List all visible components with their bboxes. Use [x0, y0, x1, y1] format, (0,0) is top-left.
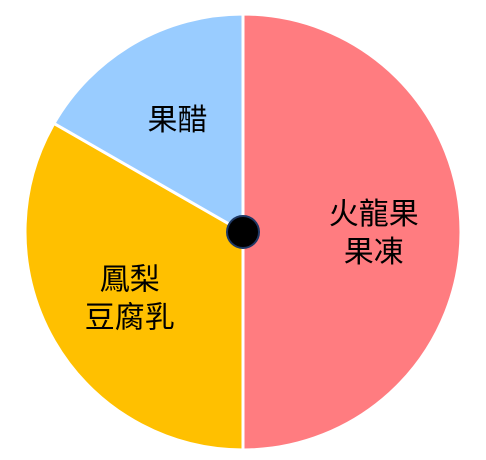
- pie-slice: [23, 121, 245, 452]
- slice-label: 果醋: [147, 103, 207, 138]
- pie-slices: [23, 12, 463, 452]
- slice-label-line: 果醋: [147, 103, 207, 138]
- pie-slice: [241, 12, 463, 452]
- pie-slice: [52, 12, 245, 234]
- slice-label: 鳳梨豆腐乳: [85, 263, 175, 336]
- slice-label-line: 火龍果: [329, 197, 419, 232]
- slice-label-line: 鳳梨: [100, 263, 160, 298]
- slice-label-line: 果凍: [344, 235, 404, 270]
- slice-label-line: 豆腐乳: [85, 301, 175, 336]
- center-dot: [226, 215, 260, 249]
- slice-label: 火龍果果凍: [329, 197, 419, 270]
